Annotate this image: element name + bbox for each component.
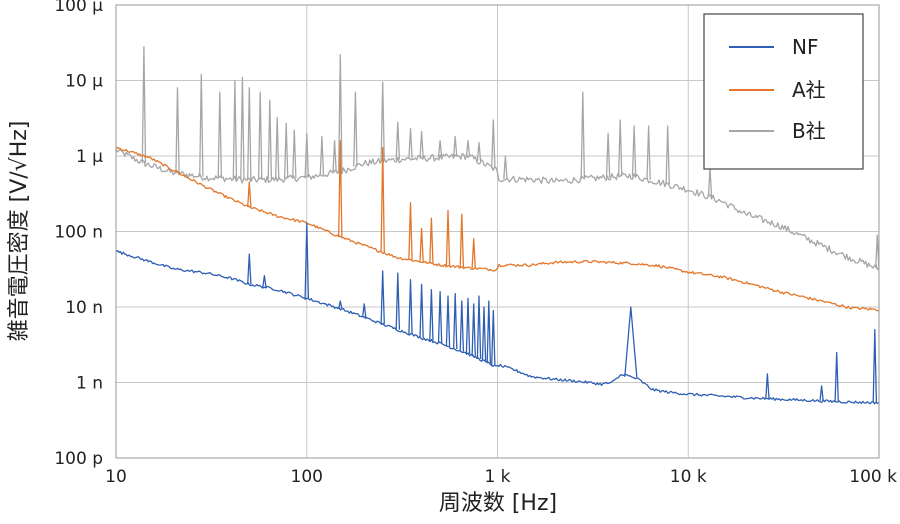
series-peak <box>471 303 476 357</box>
series-peak <box>476 142 482 162</box>
series-peak <box>304 132 310 178</box>
series-peak <box>283 122 289 179</box>
series-peak <box>240 76 245 180</box>
legend-label-b: B社 <box>792 119 826 143</box>
series-peak <box>445 209 451 266</box>
series-peak <box>452 136 458 157</box>
series-peak <box>247 253 252 285</box>
series-peak <box>631 125 637 177</box>
series-peak <box>765 373 770 399</box>
series-peak <box>199 73 204 177</box>
series-peak <box>408 279 413 335</box>
x-tick-label: 1 k <box>484 467 510 487</box>
y-tick-label: 100 µ <box>54 0 103 16</box>
series-line <box>115 250 880 405</box>
y-axis-title: 雑音電圧密度 [V/√Hz] <box>7 121 32 342</box>
series-peak <box>429 288 434 341</box>
series-peak <box>452 293 458 350</box>
series-peak <box>437 290 443 344</box>
series-peak <box>872 329 878 403</box>
y-tick-label: 1 µ <box>76 147 103 167</box>
series-peak <box>395 272 401 330</box>
series-peak <box>408 128 413 159</box>
plot-frame <box>115 4 880 459</box>
legend-label-nf: NF <box>792 35 818 59</box>
series-peak <box>605 132 611 178</box>
series-peak <box>292 129 297 179</box>
series-peak <box>429 217 434 264</box>
series-layer <box>115 46 880 405</box>
x-tick-label: 10 k <box>670 467 707 487</box>
legend-box <box>703 13 864 170</box>
series-peak <box>445 295 451 347</box>
x-tick-labels: 10 100 1 k 10 k 100 k <box>105 467 897 487</box>
legend: NF A社 B社 <box>703 13 864 170</box>
series-peak <box>646 125 651 180</box>
series-peak <box>262 275 267 288</box>
series-peak <box>465 297 471 354</box>
series-peak <box>141 46 147 164</box>
series-peak <box>338 53 343 172</box>
series-peak <box>353 91 358 167</box>
series-peak <box>819 385 824 401</box>
series-line <box>115 146 880 312</box>
y-tick-label: 10 n <box>65 298 103 318</box>
legend-label-a: A社 <box>792 78 826 102</box>
series-peak <box>419 131 424 159</box>
series-peak <box>175 87 180 174</box>
series-peak <box>380 270 385 325</box>
series-peak <box>617 119 623 177</box>
y-tick-label: 100 n <box>54 223 103 243</box>
series-peak <box>486 300 492 364</box>
series-peak <box>471 238 476 269</box>
series-peak <box>476 295 482 359</box>
series-peak <box>338 139 343 237</box>
series-peak <box>274 117 280 180</box>
series-peak <box>338 300 343 309</box>
series-peak <box>319 136 325 175</box>
series-peak <box>491 119 496 169</box>
series-peak <box>459 213 465 268</box>
series-peak <box>624 306 638 377</box>
series-peak <box>408 202 413 260</box>
series-peak <box>665 125 670 185</box>
series-peak <box>395 121 401 160</box>
series-peak <box>380 146 385 253</box>
x-tick-label: 10 <box>105 467 127 487</box>
series-peak <box>580 91 586 180</box>
series-peak <box>247 181 252 208</box>
y-tick-label: 10 µ <box>65 72 103 92</box>
series-peak <box>503 155 508 179</box>
series-peak <box>459 300 465 352</box>
series-peak <box>257 91 263 180</box>
series-peak <box>232 79 238 180</box>
x-tick-label: 100 <box>291 467 323 487</box>
series-peak <box>875 234 880 269</box>
series-peak <box>481 306 487 362</box>
series-peak <box>419 283 424 338</box>
series-peak <box>465 139 471 157</box>
series-peak <box>217 91 223 179</box>
x-axis-title: 周波数 [Hz] <box>439 491 557 516</box>
series-peak <box>247 87 252 181</box>
series-peak <box>419 227 424 262</box>
series-peak <box>304 222 310 299</box>
y-tick-labels: 100 p 1 n 10 n 100 n 1 µ 10 µ 100 µ <box>54 0 103 469</box>
series-peak <box>361 303 367 318</box>
series-peak <box>437 139 443 158</box>
y-tick-label: 100 p <box>54 449 103 469</box>
x-tick-label: 100 k <box>849 467 897 487</box>
series-peak <box>491 309 496 366</box>
series-peak <box>834 351 839 402</box>
series-peak <box>380 81 385 162</box>
series-peak <box>332 139 337 173</box>
series-peak <box>267 99 273 180</box>
y-tick-label: 1 n <box>76 374 103 394</box>
series-line <box>115 148 880 271</box>
